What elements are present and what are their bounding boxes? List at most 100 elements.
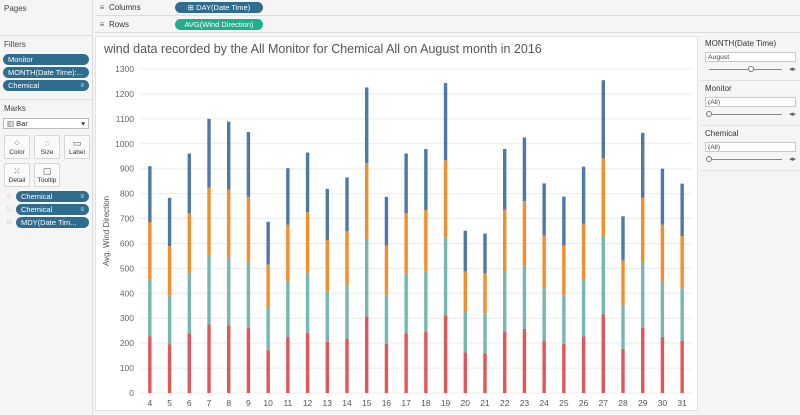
bar-segment bbox=[542, 288, 546, 341]
bar-segment bbox=[266, 221, 270, 265]
monitor-slider[interactable]: ◂▸ bbox=[705, 110, 796, 119]
stepper-arrows-icon[interactable]: ◂▸ bbox=[788, 111, 796, 118]
slider-track bbox=[709, 114, 782, 115]
marks-field-row: ⁘ Chemical ≡ bbox=[4, 191, 92, 202]
color-dots-icon: ⁘ bbox=[6, 193, 12, 201]
y-tick-label: 0 bbox=[129, 388, 134, 398]
x-tick-label: 11 bbox=[283, 398, 292, 408]
bar-segment bbox=[148, 279, 152, 337]
chemical-slider[interactable]: ◂▸ bbox=[705, 155, 796, 164]
bar-segment bbox=[246, 132, 251, 197]
detail-icon: ⁙ bbox=[6, 206, 12, 214]
x-tick-label: 8 bbox=[226, 398, 231, 408]
bar-segment bbox=[286, 168, 290, 225]
bar-segment bbox=[187, 213, 191, 274]
bar-segment bbox=[148, 336, 152, 393]
bar-segment bbox=[503, 149, 507, 210]
rows-shelf[interactable]: ≡ Rows AVG(Wind Direction) bbox=[95, 17, 800, 33]
x-tick-label: 10 bbox=[263, 398, 273, 408]
columns-pill-label: ⊞ DAY(Date Time) bbox=[187, 3, 251, 12]
bar-segment bbox=[660, 336, 665, 393]
size-label: Size bbox=[40, 148, 54, 156]
chemical-filter-value[interactable]: (All) bbox=[705, 142, 796, 152]
stepper-arrows-icon[interactable]: ◂▸ bbox=[788, 156, 796, 163]
rows-pill[interactable]: AVG(Wind Direction) bbox=[175, 19, 263, 30]
month-filter-value[interactable]: August bbox=[705, 52, 796, 62]
bar-segment bbox=[404, 273, 408, 334]
bar-segment bbox=[246, 262, 251, 328]
bar-segment bbox=[522, 201, 527, 266]
bar-chart-icon: ▥ bbox=[7, 119, 17, 128]
bar-segment bbox=[266, 264, 270, 308]
x-tick-label: 12 bbox=[303, 398, 313, 408]
bar-segment bbox=[404, 213, 408, 274]
bar-segment bbox=[542, 235, 546, 289]
columns-pill[interactable]: ⊞ DAY(Date Time) bbox=[175, 2, 263, 13]
rows-shelf-label: ≡ Rows bbox=[95, 20, 175, 29]
slider-thumb[interactable] bbox=[747, 66, 754, 72]
y-tick-label: 300 bbox=[120, 313, 134, 323]
bar-segment bbox=[305, 332, 310, 393]
bar-segment bbox=[660, 280, 665, 337]
bar-segment bbox=[522, 137, 527, 202]
y-tick-label: 200 bbox=[120, 338, 134, 348]
bar-segment bbox=[227, 325, 231, 393]
y-tick-label: 1300 bbox=[115, 64, 134, 74]
columns-shelf[interactable]: ≡ Columns ⊞ DAY(Date Time) bbox=[95, 0, 800, 16]
bar-segment bbox=[365, 163, 369, 240]
chart-view[interactable]: wind data recorded by the All Monitor fo… bbox=[95, 36, 698, 411]
size-button[interactable]: ◌ Size bbox=[34, 135, 60, 159]
bar-chart[interactable]: 0 100 200 300 400 500 600 700 800 900 1000 1100 1200… bbox=[96, 37, 699, 412]
bar-segment bbox=[424, 331, 428, 393]
bar-segment bbox=[503, 331, 507, 393]
mark-type-select[interactable]: ▥ Bar ▾ bbox=[3, 118, 89, 129]
marks-field-pill-date[interactable]: MDY(Date Tim... bbox=[16, 217, 89, 228]
field-label: Chemical bbox=[21, 205, 53, 214]
bar-segment bbox=[365, 239, 369, 317]
marks-card: Marks ▥ Bar ▾ ⁘ Color ◌ Size ▭ Label ⁙ Detai… bbox=[0, 100, 92, 228]
tooltip-button[interactable]: ▢ Tooltip bbox=[34, 163, 60, 187]
filters-card: Filters Monitor MONTH(Date Time):... Che… bbox=[0, 36, 92, 100]
bar-segment bbox=[384, 343, 389, 393]
bar-segment bbox=[680, 340, 684, 393]
y-tick-label: 1100 bbox=[116, 114, 135, 124]
bar-segment bbox=[621, 348, 625, 393]
x-tick-label: 29 bbox=[638, 398, 648, 408]
rows-icon: ≡ bbox=[99, 20, 105, 29]
color-label: Color bbox=[9, 148, 25, 156]
marks-field-pill-color[interactable]: Chemical ≡ bbox=[16, 191, 89, 202]
y-tick-label: 1000 bbox=[115, 139, 134, 149]
x-tick-label: 21 bbox=[480, 398, 490, 408]
bar-segment bbox=[187, 153, 191, 214]
slider-thumb[interactable] bbox=[706, 111, 712, 117]
bar-segment bbox=[266, 350, 270, 393]
text-icon: ▭ bbox=[72, 137, 82, 148]
x-tick-label: 17 bbox=[401, 398, 411, 408]
marks-field-pill-detail[interactable]: Chemical ≡ bbox=[16, 204, 89, 215]
label-button[interactable]: ▭ Label bbox=[64, 135, 90, 159]
detail-button[interactable]: ⁙ Detail bbox=[4, 163, 30, 187]
filter-pill-chemical[interactable]: Chemical ≡ bbox=[3, 80, 89, 91]
bar-segment bbox=[641, 262, 645, 328]
columns-label: Columns bbox=[109, 3, 141, 12]
stepper-arrows-icon[interactable]: ◂▸ bbox=[788, 66, 796, 73]
bar-segment bbox=[227, 257, 231, 326]
bar-segment bbox=[305, 152, 310, 213]
field-label: MDY(Date Tim... bbox=[21, 218, 77, 227]
bar-segment bbox=[562, 245, 566, 295]
bar-segment bbox=[148, 166, 152, 223]
month-filter-title: MONTH(Date Time) bbox=[705, 39, 777, 48]
bar-segment bbox=[581, 166, 586, 224]
pages-card[interactable]: Pages bbox=[0, 0, 92, 36]
month-slider[interactable]: ◂▸ bbox=[705, 65, 796, 74]
filter-pill-monitor[interactable]: Monitor bbox=[3, 54, 89, 65]
color-button[interactable]: ⁘ Color bbox=[4, 135, 30, 159]
slider-thumb[interactable] bbox=[706, 156, 712, 162]
monitor-filter-value[interactable]: (All) bbox=[705, 97, 796, 107]
mark-type-value: Bar bbox=[16, 119, 28, 128]
filter-pill-month[interactable]: MONTH(Date Time):... bbox=[3, 67, 89, 78]
chemical-filter-card: Chemical (All) ◂▸ bbox=[701, 126, 800, 171]
y-tick-label: 500 bbox=[120, 263, 134, 273]
bar-segment bbox=[404, 153, 408, 214]
